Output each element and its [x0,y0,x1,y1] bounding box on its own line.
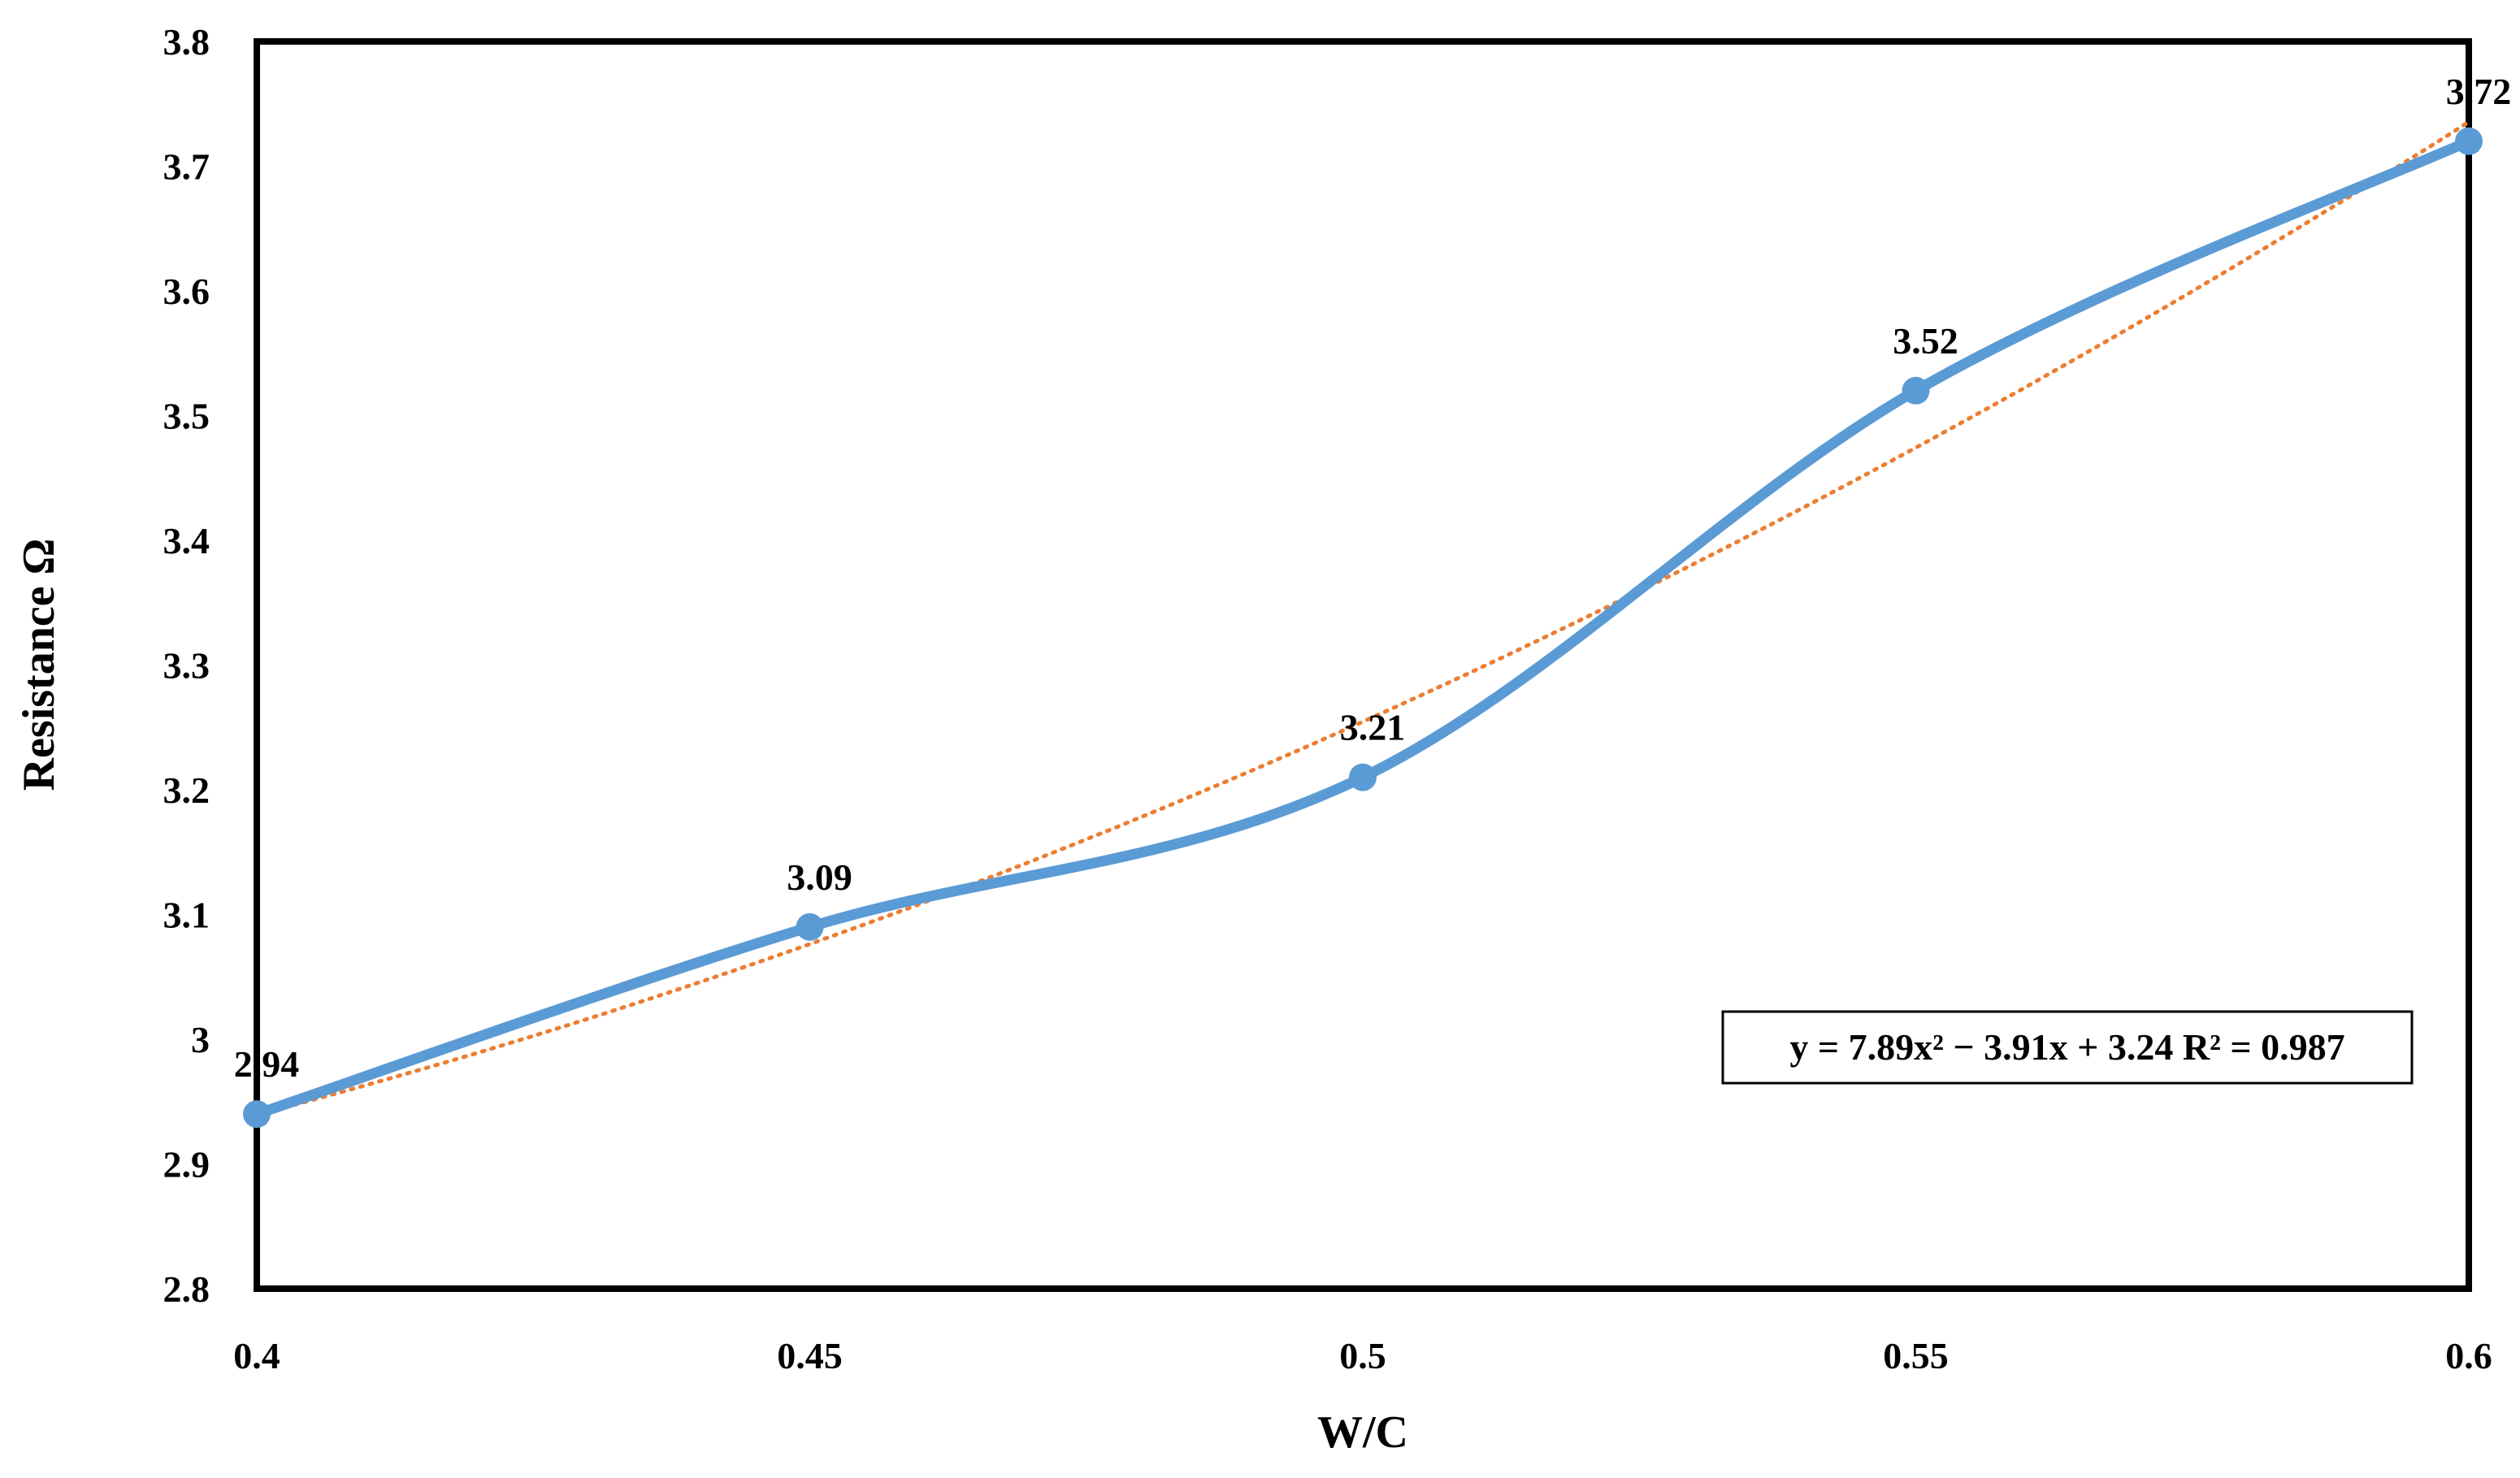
x-tick-label: 0.55 [1883,1335,1949,1376]
y-tick-label: 2.8 [163,1268,210,1310]
trendline-equation: y = 7.89x² − 3.91x + 3.24 R² = 0.987 [1789,1026,2344,1068]
plot-area [254,38,2472,1292]
data-label: 3.72 [2446,71,2512,112]
y-tick-label: 3.8 [163,21,210,63]
y-axis-ticks: 2.8 2.9 3 3.1 3.2 3.3 3.4 3.5 3.6 3.7 3.8 [163,21,210,1310]
y-tick-label: 3.1 [163,895,210,936]
trendline-equation-box: y = 7.89x² − 3.91x + 3.24 R² = 0.987 [1721,1010,2414,1085]
y-tick-label: 3 [191,1019,210,1060]
x-axis-ticks: 0.4 0.45 0.5 0.55 0.6 [233,1335,2492,1376]
y-axis-title: Resistance Ω [14,539,64,791]
data-label: 3.21 [1340,707,1406,748]
data-point [2455,127,2483,155]
x-tick-label: 0.45 [777,1335,843,1376]
trendline [254,119,2471,1117]
y-tick-label: 3.7 [163,146,210,188]
data-label: 3.52 [1893,320,1958,362]
data-labels: 2.94 3.09 3.21 3.52 3.72 [234,71,2512,1085]
equation-box-border [1721,1010,2414,1085]
y-tick-label: 3.3 [163,645,210,687]
x-tick-label: 0.4 [233,1335,280,1376]
y-tick-label: 2.9 [163,1144,210,1185]
x-tick-label: 0.5 [1339,1335,1386,1376]
y-tick-label: 3.5 [163,396,210,437]
data-point [243,1100,271,1129]
y-tick-label: 3.6 [163,271,210,312]
y-tick-label: 3.2 [163,769,210,811]
series-markers [243,127,2483,1129]
data-point [1349,763,1377,791]
data-point [796,912,824,941]
data-label: 2.94 [234,1043,300,1085]
x-axis-title: W/C [1317,1407,1408,1458]
x-tick-label: 0.6 [2445,1335,2492,1376]
data-point [1902,376,1930,405]
y-tick-label: 3.4 [163,520,210,561]
data-label: 3.09 [787,856,852,898]
